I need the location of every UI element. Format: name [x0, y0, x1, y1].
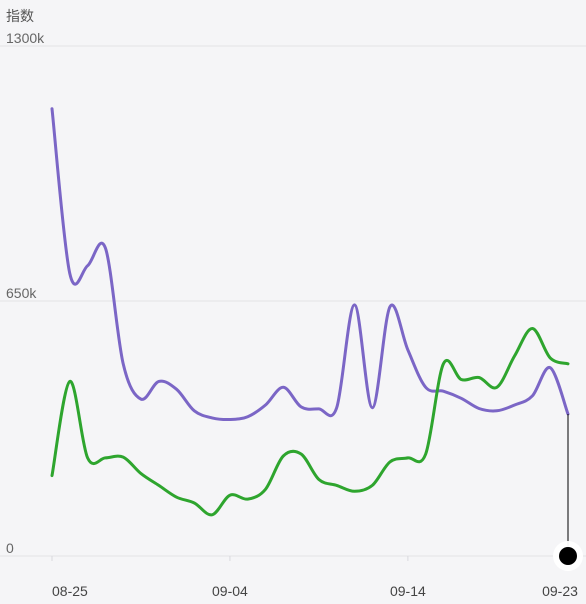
series-line-1: [50, 107, 570, 422]
series-line-2: [50, 327, 570, 517]
y-tick-label: 1300k: [6, 30, 45, 46]
grid-lines: [0, 45, 586, 561]
crosshair-cursor[interactable]: [553, 413, 583, 571]
y-axis-title: 指数: [6, 8, 34, 24]
x-tick-label: 08-25: [52, 583, 88, 599]
y-tick-label: 650k: [6, 285, 37, 301]
y-tick-label: 0: [6, 540, 14, 556]
x-tick-label: 09-14: [390, 583, 426, 599]
x-tick-label: 09-04: [212, 583, 248, 599]
y-tick-labels: 0 650k 1300k: [6, 30, 45, 556]
x-tick-label: 09-23: [542, 583, 578, 599]
series-lines: [50, 107, 570, 517]
x-tick-labels: 08-25 09-04 09-14 09-23: [52, 583, 578, 599]
cursor-handle-dot[interactable]: [559, 547, 577, 565]
